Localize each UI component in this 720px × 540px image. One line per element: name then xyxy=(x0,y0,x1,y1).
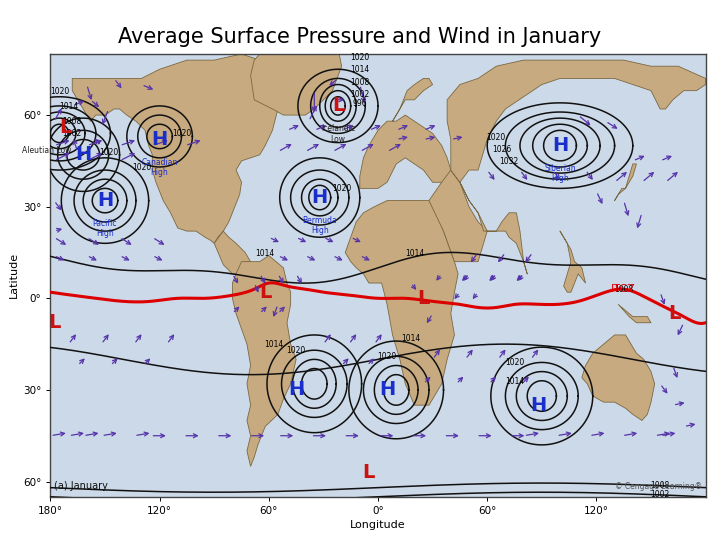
Text: 1020: 1020 xyxy=(505,359,524,368)
Text: 1020: 1020 xyxy=(287,346,306,355)
Text: 1014: 1014 xyxy=(505,377,524,386)
Text: 1020: 1020 xyxy=(172,130,191,138)
Text: 1008: 1008 xyxy=(63,117,82,126)
Text: L: L xyxy=(418,289,430,308)
Text: 1002: 1002 xyxy=(350,90,369,99)
Y-axis label: Latitude: Latitude xyxy=(9,252,19,299)
Text: Icelandic
Low: Icelandic Low xyxy=(321,124,355,144)
Text: 1002: 1002 xyxy=(650,490,670,499)
Text: Average Surface Pressure and Wind in January: Average Surface Pressure and Wind in Jan… xyxy=(118,27,602,47)
Text: 996: 996 xyxy=(353,99,367,108)
Text: 1014: 1014 xyxy=(405,248,424,258)
Text: H: H xyxy=(312,188,328,207)
Text: 1014: 1014 xyxy=(256,248,275,258)
Text: © Cengage Learning®: © Cengage Learning® xyxy=(615,482,702,491)
Text: H: H xyxy=(97,191,113,210)
Text: 1002: 1002 xyxy=(63,130,82,138)
Text: 1008: 1008 xyxy=(350,78,369,86)
Text: 1014: 1014 xyxy=(401,334,420,343)
Text: H: H xyxy=(288,380,305,400)
Text: L: L xyxy=(332,97,344,116)
Text: 1008: 1008 xyxy=(615,285,634,294)
Text: 1020: 1020 xyxy=(332,185,351,193)
Text: L: L xyxy=(668,304,681,323)
Text: 1020: 1020 xyxy=(350,53,369,62)
Text: Pacific
High: Pacific High xyxy=(93,219,117,238)
Text: 1014: 1014 xyxy=(59,102,78,111)
Text: H: H xyxy=(530,396,546,415)
Text: 1020: 1020 xyxy=(377,353,397,361)
Text: L: L xyxy=(48,313,60,332)
Text: Siberian
High: Siberian High xyxy=(544,164,576,184)
Text: H: H xyxy=(75,145,91,164)
Text: 1020: 1020 xyxy=(487,132,506,141)
Text: 1020: 1020 xyxy=(132,163,151,172)
Text: L: L xyxy=(363,463,375,482)
Text: 1026: 1026 xyxy=(492,145,511,154)
Text: 1020: 1020 xyxy=(50,87,69,96)
Text: Canadian
High: Canadian High xyxy=(141,158,178,177)
X-axis label: Longitude: Longitude xyxy=(350,520,406,530)
Text: 1014: 1014 xyxy=(265,340,284,349)
Text: 1008: 1008 xyxy=(650,481,670,490)
Text: 1032: 1032 xyxy=(500,157,518,166)
Text: (a) January: (a) January xyxy=(54,481,108,491)
Text: 1014: 1014 xyxy=(350,65,369,75)
Text: 1020: 1020 xyxy=(99,148,118,157)
Text: L: L xyxy=(259,283,271,302)
Text: Aleutian Low: Aleutian Low xyxy=(22,146,71,154)
Text: H: H xyxy=(379,380,395,400)
Text: Bermuda
High: Bermuda High xyxy=(302,216,337,235)
Text: H: H xyxy=(552,136,568,155)
Text: ITCZ: ITCZ xyxy=(611,284,636,294)
Text: L: L xyxy=(59,118,71,137)
Text: H: H xyxy=(151,130,168,149)
